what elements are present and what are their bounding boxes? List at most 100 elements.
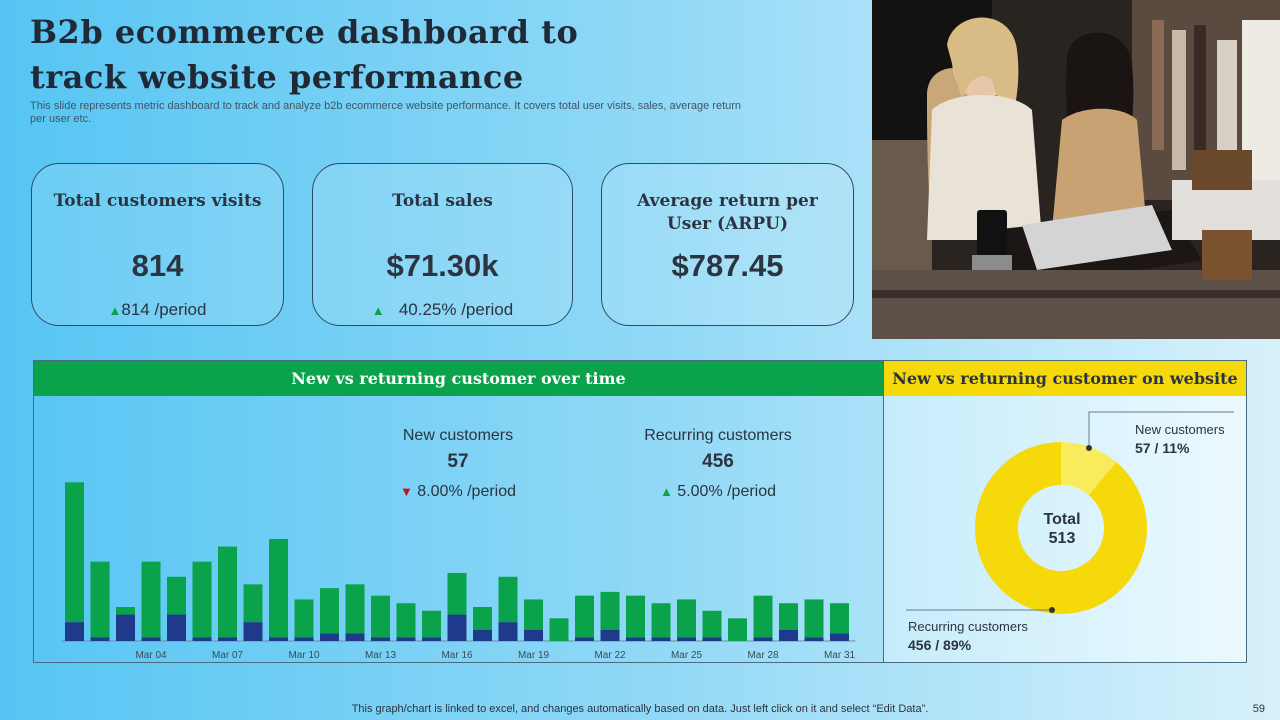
donut-label-new: New customers 57 / 11%	[1135, 422, 1225, 456]
stat-label: Recurring customers	[644, 427, 792, 444]
legend-new-value: 57 / 11%	[1135, 440, 1190, 456]
bar-recurring-customers	[218, 546, 237, 638]
bar-new-customers	[575, 637, 594, 641]
bar-new-customers	[90, 637, 110, 641]
bar-new-customers	[651, 637, 671, 641]
recurring-customers-stat: Recurring customers 456 ▲ 5.00% /period	[618, 427, 818, 501]
kpi-value: 814	[131, 248, 184, 283]
bar-new-customers	[116, 614, 135, 641]
bar-new-customers	[473, 629, 492, 641]
leader-dot-new	[1086, 445, 1092, 451]
kpi-label: Total sales	[392, 191, 493, 211]
bar-recurring-customers	[65, 482, 84, 623]
bar-new-customers	[243, 622, 263, 641]
kpi-value: $71.30k	[386, 248, 499, 283]
x-tick-label: Mar 13	[365, 650, 397, 661]
bar-new-customers	[447, 614, 467, 641]
bar-recurring-customers	[804, 599, 824, 638]
bar-new-customers	[371, 637, 390, 641]
page-title: B2b ecommerce dashboard to track website…	[30, 13, 579, 96]
bar-recurring-customers	[779, 603, 798, 630]
bottom-panel	[33, 360, 1247, 663]
bar-recurring-customers	[116, 607, 135, 615]
bar-recurring-customers	[243, 584, 263, 623]
donut-slice-new	[1061, 442, 1117, 496]
page-number: 59	[1252, 703, 1265, 715]
bar-new-customers	[677, 637, 696, 641]
bar-recurring-customers	[677, 599, 696, 638]
legend-recurring-label: Recurring customers	[908, 619, 1028, 634]
panel-divider	[883, 361, 884, 662]
bar-recurring-customers	[141, 561, 161, 638]
new-customers-stat: New customers 57 ▼ 8.00% /period	[358, 427, 558, 501]
kpi-label: Average return per User (ARPU)	[637, 191, 818, 234]
bar-recurring-customers	[320, 588, 339, 634]
bar-recurring-customers	[524, 599, 543, 630]
donut-slice-recurring	[975, 442, 1147, 614]
footer-note: This graph/chart is linked to excel, and…	[351, 703, 929, 715]
bar-new-customers	[626, 637, 645, 641]
donut-total-label: Total	[1043, 511, 1081, 528]
bar-recurring-customers	[192, 561, 212, 638]
x-tick-label: Mar 22	[594, 650, 626, 661]
bar-new-customers	[218, 637, 237, 641]
stat-label: New customers	[402, 427, 514, 444]
x-tick-label: Mar 07	[212, 650, 244, 661]
bar-new-customers	[396, 637, 416, 641]
bar-new-customers	[65, 622, 84, 641]
x-tick-label: Mar 28	[747, 650, 779, 661]
bar-recurring-customers	[575, 595, 594, 638]
leader-line-new	[1088, 411, 1234, 448]
bar-new-customers	[779, 629, 798, 641]
donut-panel-bg	[884, 396, 1246, 662]
bar-new-customers	[320, 633, 339, 641]
leader-dot-recurring	[1049, 607, 1055, 613]
kpi-value: $787.45	[671, 248, 784, 283]
bar-recurring-customers	[651, 603, 671, 638]
bar-new-customers	[804, 637, 824, 641]
bar-new-customers	[702, 637, 722, 641]
donut-chart	[906, 411, 1234, 614]
x-tick-label: Mar 04	[135, 650, 167, 661]
trend-up-icon: ▲	[108, 303, 122, 318]
kpi-card-visits: Total customers visits 814 ▲814 /period	[31, 163, 284, 326]
bar-new-customers	[141, 637, 161, 641]
stat-change: ▲ 5.00% /period	[659, 483, 777, 500]
kpi-change: ▲814 /period	[108, 300, 207, 319]
bar-recurring-customers	[626, 595, 645, 638]
bar-new-customers	[294, 637, 314, 641]
bar-new-customers	[753, 637, 773, 641]
kpi-card-arpu: Average return per User (ARPU) $787.45	[601, 163, 854, 326]
stacked-bar-chart: Mar 04 Mar 07 Mar 10 Mar 13 Mar 16 Mar 19 Mar …	[61, 482, 856, 661]
bar-recurring-customers	[753, 595, 773, 638]
x-tick-label: Mar 16	[441, 650, 473, 661]
bar-new-customers	[422, 637, 441, 641]
bar-new-customers	[192, 637, 212, 641]
bar-recurring-customers	[498, 576, 518, 623]
bar-recurring-customers	[830, 603, 849, 634]
x-tick-label: Mar 19	[518, 650, 550, 661]
x-tick-label: Mar 25	[671, 650, 703, 661]
kpi-card-sales: Total sales $71.30k ▲ 40.25% /period	[312, 163, 573, 326]
bar-new-customers	[830, 633, 849, 641]
bar-new-customers	[345, 633, 365, 641]
bar-recurring-customers	[549, 618, 569, 641]
legend-recurring-value: 456 / 89%	[908, 637, 972, 653]
chart-title-on-website: New vs returning customer on website	[884, 361, 1246, 396]
kpi-change: ▲ 40.25% /period	[371, 300, 514, 319]
bar-recurring-customers	[345, 584, 365, 634]
stat-value: 456	[702, 451, 734, 472]
legend-new-label: New customers	[1135, 422, 1225, 437]
bar-new-customers	[269, 637, 288, 641]
bar-recurring-customers	[728, 618, 747, 641]
trend-down-icon: ▼	[399, 484, 413, 499]
chart-title-over-time: New vs returning customer over time	[34, 361, 883, 396]
bar-recurring-customers	[167, 576, 186, 615]
bar-recurring-customers	[396, 603, 416, 638]
bar-recurring-customers	[702, 610, 722, 638]
bar-recurring-customers	[447, 573, 467, 615]
page-subtitle: This slide represents metric dashboard t…	[30, 100, 742, 125]
bar-new-customers	[524, 629, 543, 641]
store-photo	[872, 0, 1280, 339]
donut-center-label: Total 513	[1012, 510, 1112, 548]
